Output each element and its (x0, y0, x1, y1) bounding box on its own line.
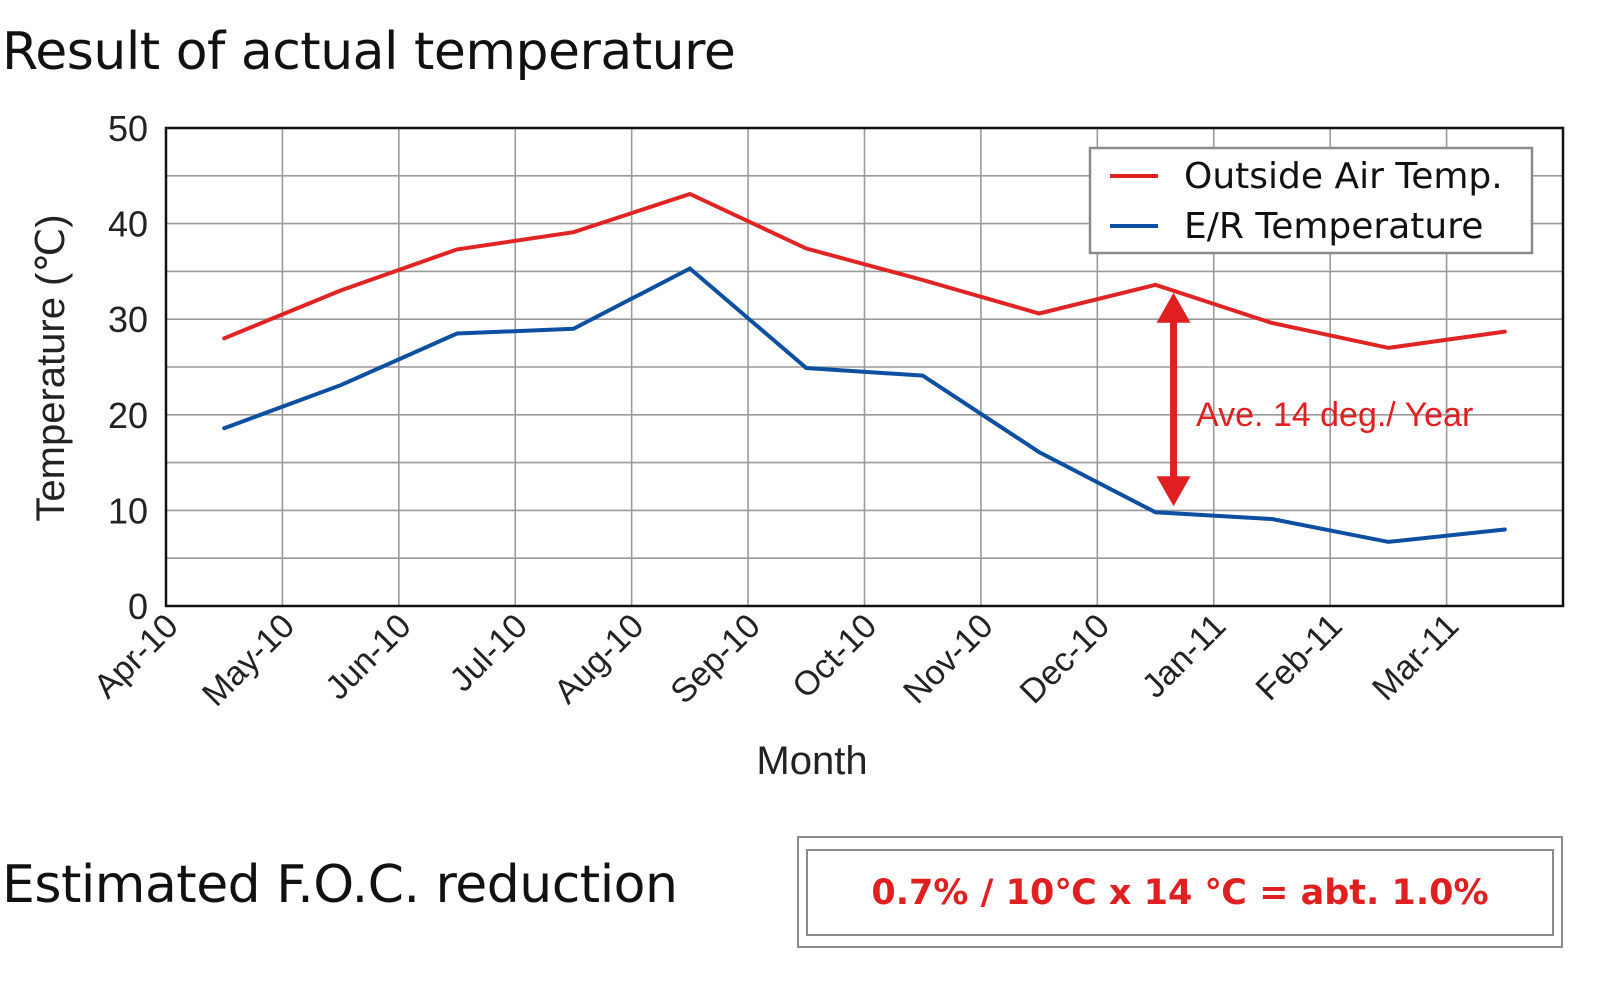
annotation: Ave. 14 deg./ Year (1156, 292, 1473, 507)
x-tick-label: Aug-10 (547, 607, 651, 711)
x-tick-label: Jul-10 (443, 607, 535, 699)
formula-box: 0.7% / 10℃ x 14 ℃ = abt. 1.0% (806, 849, 1554, 936)
x-tick-label: Feb-11 (1249, 607, 1350, 708)
arrow-head-down-icon (1156, 476, 1191, 507)
x-tick-label: Jun-10 (318, 607, 418, 707)
foc-reduction-label: Estimated F.O.C. reduction (2, 855, 678, 915)
plot-frame (164, 126, 1565, 608)
x-tick-label: May-10 (195, 607, 302, 714)
formula-box-outer (797, 836, 1563, 948)
chart-title: Result of actual temperature (2, 22, 736, 82)
legend-label: Outside Air Temp. (1184, 156, 1503, 197)
series-lines (222, 191, 1507, 544)
y-tick-label: 0 (128, 586, 148, 627)
x-tick-label: Jan-11 (1135, 607, 1234, 706)
grid (166, 128, 1563, 606)
x-tick-label: Oct-10 (785, 607, 884, 706)
x-axis-label: Month (756, 739, 867, 783)
formula-text: 0.7% / 10℃ x 14 ℃ = abt. 1.0% (871, 872, 1489, 913)
legend: Outside Air Temp. E/R Temperature (1088, 146, 1534, 255)
series-line-outside-air-temp (222, 191, 1507, 350)
series-line-er-temp (222, 266, 1507, 544)
legend-label: E/R Temperature (1184, 206, 1483, 247)
x-tick-label: Dec-10 (1013, 607, 1117, 711)
y-tick-label: 30 (108, 299, 148, 340)
y-axis-label: Temperature (℃) (29, 214, 73, 521)
x-tick-label: Mar-11 (1365, 607, 1466, 708)
arrow-head-up-icon (1156, 292, 1191, 323)
y-tick-label: 10 (108, 490, 148, 531)
y-tick-label: 50 (108, 108, 148, 149)
legend-box (1088, 146, 1534, 255)
x-tick-label: Sep-10 (663, 607, 767, 711)
x-tick-label: Nov-10 (896, 607, 1000, 711)
y-tick-label: 20 (108, 395, 148, 436)
annotation-label: Ave. 14 deg./ Year (1196, 396, 1473, 434)
y-tick-label: 40 (108, 204, 148, 245)
